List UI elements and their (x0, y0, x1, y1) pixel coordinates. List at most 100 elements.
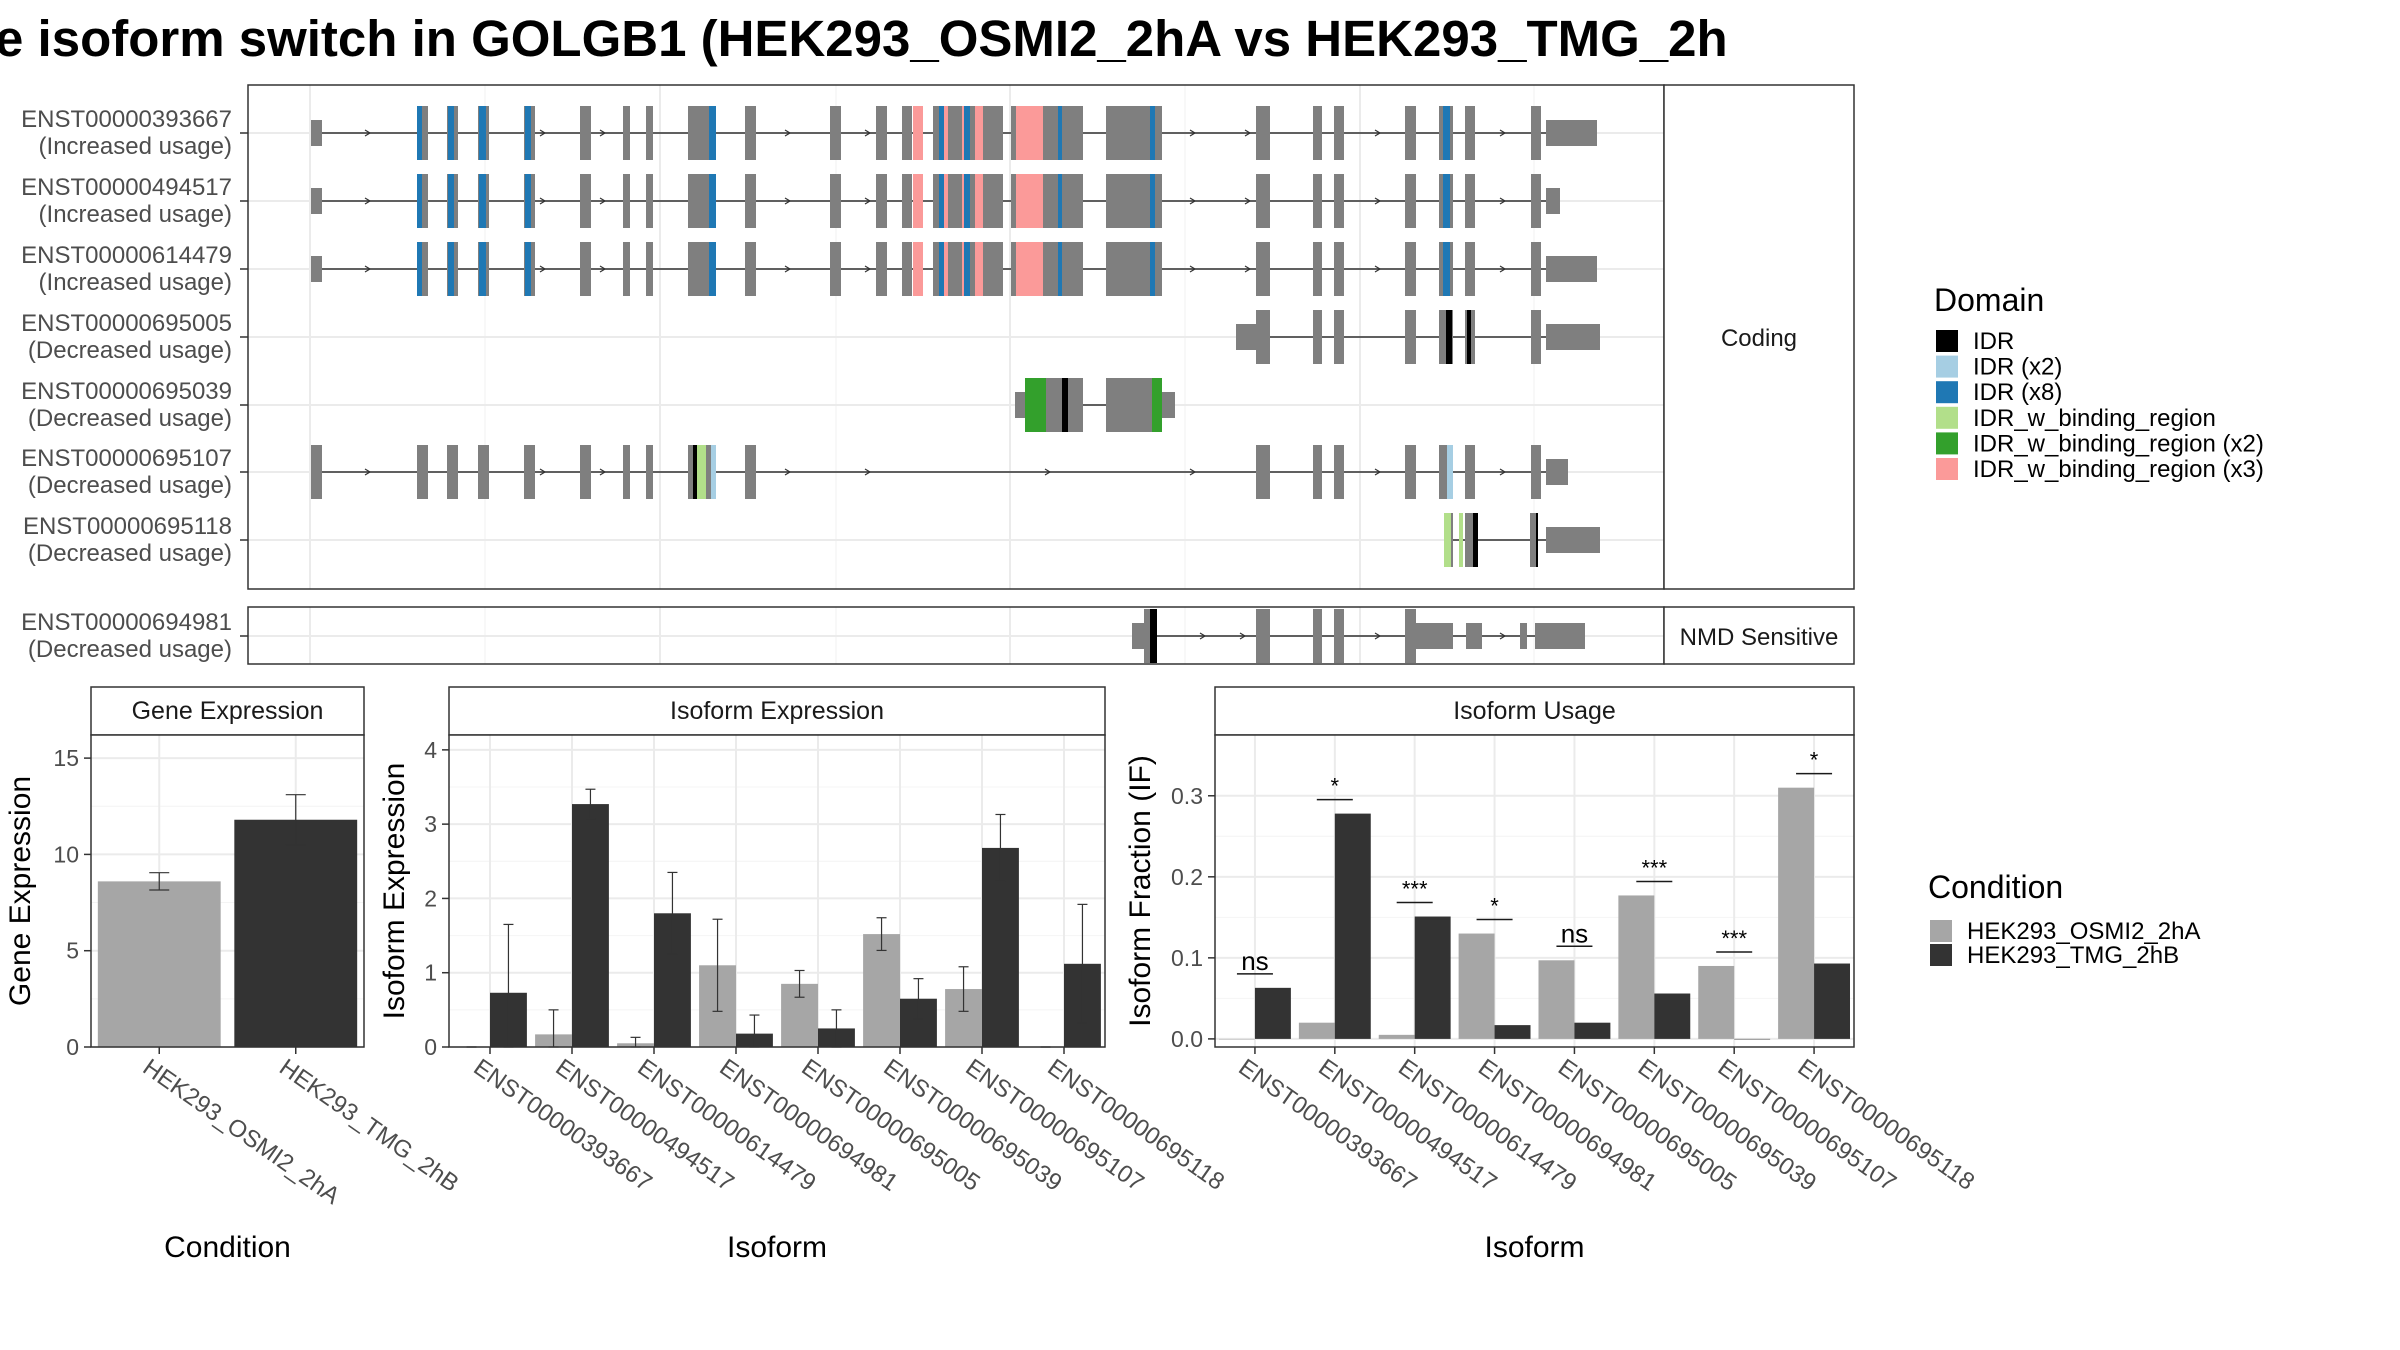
domain-b (479, 174, 486, 228)
domain-legend-label: IDR (x8) (1973, 379, 2062, 406)
exon (1531, 310, 1541, 364)
exon (876, 242, 887, 296)
y-tick-label: 15 (53, 745, 79, 771)
exon (1546, 527, 1600, 553)
nmd-strip-label: NMD Sensitive (1680, 624, 1839, 651)
transcript-id-label: ENST00000614479 (21, 242, 232, 269)
domain-k (1150, 609, 1157, 663)
exon (745, 242, 756, 296)
panel-title: Isoform Expression (670, 697, 884, 725)
exon (1313, 242, 1322, 296)
y-tick-label: 5 (66, 938, 79, 964)
strand-arrow (1499, 129, 1507, 137)
exon (1256, 106, 1270, 160)
exon (623, 445, 630, 499)
y-tick-label: 0.0 (1171, 1026, 1203, 1052)
transcript-usage-label: (Decreased usage) (28, 472, 232, 499)
exon (1531, 242, 1541, 296)
transcript-usage-label: (Decreased usage) (28, 337, 232, 364)
transcript-track (311, 445, 1568, 499)
exon (311, 188, 322, 214)
exon (1546, 120, 1597, 146)
y-axis-title: Gene Expression (4, 776, 37, 1006)
bar (1574, 1022, 1611, 1039)
facet-strip (1214, 686, 1855, 736)
exon (876, 106, 887, 160)
strand-arrow (1189, 129, 1197, 137)
exon (1256, 174, 1270, 228)
strand-arrow (864, 468, 872, 476)
exon (1011, 174, 1020, 228)
exon (902, 174, 912, 228)
transcript-track (1132, 609, 1585, 663)
domain-pk (1016, 106, 1043, 160)
y-tick-label: 4 (424, 737, 437, 763)
y-tick-label: 1 (424, 960, 437, 986)
domain-k (1473, 513, 1478, 567)
transcript-structure-plot (247, 84, 1665, 665)
exon (417, 445, 428, 499)
domain-pk (1016, 242, 1043, 296)
strand-arrow (784, 468, 792, 476)
exon (1520, 623, 1527, 649)
exon (1313, 174, 1322, 228)
bar (97, 881, 221, 1047)
exon (1546, 459, 1568, 485)
condition-legend-swatch (1930, 944, 1952, 966)
domain-lg (1444, 513, 1451, 567)
x-axis-title: Condition (164, 1231, 291, 1264)
domain-b (1443, 174, 1450, 228)
exon (1546, 324, 1600, 350)
domain-k (1536, 513, 1538, 567)
bar (1494, 1025, 1531, 1039)
strand-arrow (539, 129, 547, 137)
exon (311, 256, 322, 282)
exon (1465, 445, 1475, 499)
transcript-usage-label: (Increased usage) (39, 133, 232, 160)
significance-label: *** (1721, 926, 1747, 951)
bar (1334, 813, 1371, 1039)
bar (1618, 895, 1655, 1039)
exon (830, 174, 841, 228)
domain-b (964, 174, 970, 228)
y-tick-label: 0.1 (1171, 945, 1203, 971)
exon (830, 242, 841, 296)
domain-legend-label: IDR_w_binding_region (x2) (1973, 430, 2264, 457)
exon (1530, 513, 1538, 567)
domain-legend-swatch (1936, 432, 1958, 455)
strand-arrow (539, 265, 547, 273)
transcript-usage-label: (Decreased usage) (28, 636, 232, 663)
exon (745, 106, 756, 160)
strand-arrow (364, 265, 372, 273)
strand-arrow (599, 197, 607, 205)
y-tick-label: 2 (424, 885, 437, 911)
x-axis-title: Isoform (727, 1231, 827, 1264)
exon (902, 242, 912, 296)
domain-b (964, 242, 970, 296)
domain-b (525, 174, 531, 228)
strand-arrow (539, 197, 547, 205)
domain-b (1058, 242, 1062, 296)
transcript-id-label: ENST00000393667 (21, 106, 232, 133)
transcript-usage-label: (Increased usage) (39, 201, 232, 228)
strand-arrow (864, 197, 872, 205)
domain-legend-swatch (1936, 458, 1958, 480)
exon (623, 242, 630, 296)
strand-arrow (1499, 197, 1507, 205)
transcript-id-label: ENST00000494517 (21, 174, 232, 201)
gene-expression-panel: Gene Expression051015HEK293_OSMI2_2hAHEK… (4, 686, 464, 1264)
y-tick-label: 0.2 (1171, 864, 1203, 890)
exon (646, 106, 653, 160)
domain-b (479, 242, 486, 296)
exon (1405, 445, 1416, 499)
domain-b (1150, 242, 1155, 296)
strand-arrow (599, 129, 607, 137)
strand-arrow (1189, 197, 1197, 205)
domain-pk (913, 174, 923, 228)
panel-border (448, 734, 1106, 1048)
significance-label: * (1331, 774, 1340, 799)
domain-legend-swatch (1936, 381, 1958, 404)
bar (1414, 916, 1451, 1039)
